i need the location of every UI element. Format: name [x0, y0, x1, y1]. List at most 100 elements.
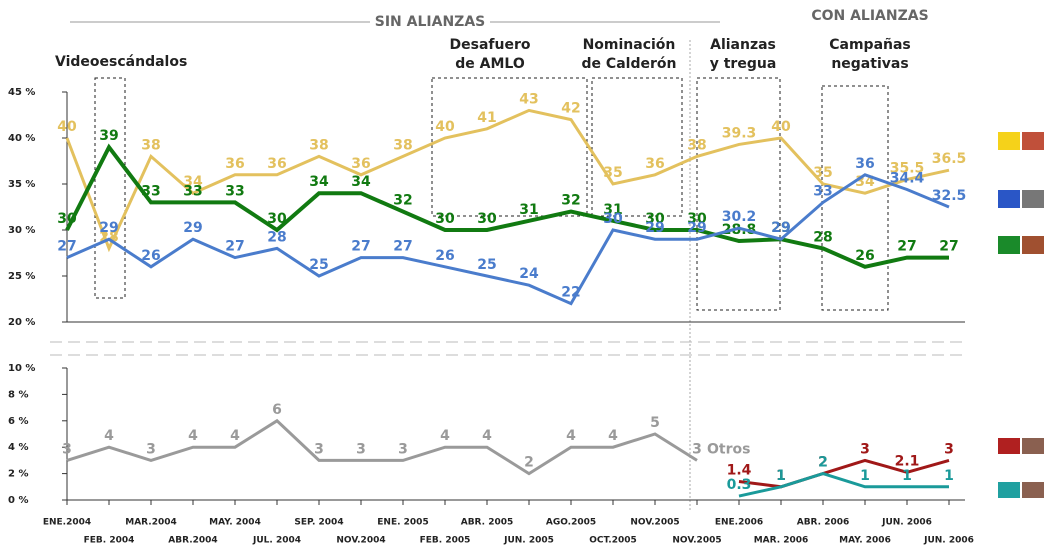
y-tick-label: 6 %: [8, 416, 28, 427]
data-label: 29: [183, 220, 202, 236]
x-tick-label: MAY. 2006: [839, 536, 891, 546]
data-label: 39: [99, 128, 118, 144]
data-label: 33: [225, 183, 244, 199]
data-label: 2: [524, 455, 534, 471]
party-icon: [998, 482, 1020, 498]
data-label: 29: [687, 220, 706, 236]
event-box: [592, 78, 682, 216]
x-tick-label: NOV.2004: [336, 536, 385, 546]
data-label: 3: [356, 441, 366, 457]
annotation: Desafuero: [450, 37, 531, 53]
annotation: Nominación: [583, 37, 676, 53]
data-label: 36: [351, 156, 370, 172]
data-label: 3: [398, 441, 408, 457]
data-label: 3: [860, 441, 870, 457]
header-left: SIN ALIANZAS: [375, 14, 485, 30]
x-tick-label: JUL. 2004: [252, 536, 301, 546]
party-icon: [1022, 438, 1044, 454]
party-icon: [998, 236, 1020, 254]
y-tick-label: 30 %: [8, 225, 35, 236]
data-label: 30: [267, 211, 287, 227]
x-tick-label: JUN. 2006: [923, 536, 974, 546]
data-label: 4: [482, 428, 492, 444]
party-icon: [1022, 236, 1044, 254]
data-label: 36.5: [932, 151, 967, 167]
data-label: 34: [309, 174, 329, 190]
series-line: [67, 421, 697, 474]
data-label: 40: [771, 119, 791, 135]
y-tick-label: 0 %: [8, 495, 28, 506]
data-label: 26: [435, 248, 454, 264]
data-label: 35: [603, 165, 622, 181]
data-label: 27: [57, 239, 76, 255]
y-tick-label: 20 %: [8, 317, 35, 328]
header-right: CON ALIANZAS: [811, 8, 928, 24]
event-box: [95, 78, 125, 298]
data-label: 30.2: [722, 209, 757, 225]
data-label: 32: [393, 193, 412, 209]
data-label: 36: [267, 156, 286, 172]
y-tick-label: 8 %: [8, 389, 28, 400]
data-label: 34: [351, 174, 371, 190]
x-tick-label: SEP. 2004: [294, 518, 343, 528]
y-tick-label: 2 %: [8, 469, 28, 480]
data-label: 31: [519, 202, 538, 218]
x-tick-label: FEB. 2004: [84, 536, 135, 546]
x-tick-label: JUN. 2005: [503, 536, 554, 546]
x-tick-label: ABR.2004: [168, 536, 217, 546]
data-label: 27: [897, 239, 916, 255]
data-label: 33: [813, 183, 832, 199]
y-tick-label: 10 %: [8, 363, 35, 374]
annotation: de Calderón: [582, 56, 677, 72]
chart: SIN ALIANZAS CON ALIANZAS Videoescándalo…: [0, 0, 1055, 555]
x-tick-label: ABR. 2005: [461, 518, 514, 528]
x-tick-label: NOV.2005: [630, 518, 679, 528]
data-label: 33: [141, 183, 160, 199]
data-label: 4: [608, 428, 618, 444]
data-label: 26: [855, 248, 874, 264]
data-label: 27: [351, 239, 370, 255]
data-label: 30: [477, 211, 497, 227]
y-tick-label: 35 %: [8, 179, 35, 190]
data-label: 38: [687, 137, 706, 153]
annotation: Videoescándalos: [55, 54, 187, 70]
data-label: 40: [435, 119, 455, 135]
x-tick-label: ENE. 2005: [377, 518, 428, 528]
annotation: negativas: [831, 56, 908, 72]
y-tick-label: 4 %: [8, 442, 28, 453]
data-label: 5: [650, 415, 660, 431]
x-tick-label: MAR.2004: [125, 518, 177, 528]
party-icon: [998, 132, 1020, 150]
legend-icons: [998, 132, 1044, 498]
data-label: 36: [225, 156, 244, 172]
data-label: 29: [99, 220, 118, 236]
annotation: Campañas: [829, 37, 911, 53]
party-icon: [1022, 482, 1044, 498]
data-label: 3: [692, 441, 702, 457]
data-label: 27: [393, 239, 412, 255]
data-label: 32: [561, 193, 580, 209]
data-label: 1: [944, 468, 954, 484]
data-label: 29: [645, 220, 664, 236]
data-label: 4: [440, 428, 450, 444]
data-label: 1: [860, 468, 870, 484]
data-label: 39.3: [722, 125, 757, 141]
data-label: 34.4: [890, 171, 925, 187]
data-label: 41: [477, 110, 496, 126]
x-tick-label: MAY. 2004: [209, 518, 261, 528]
y-tick-label: 45 %: [8, 87, 35, 98]
party-icon: [998, 438, 1020, 454]
data-label: 28: [267, 229, 286, 245]
series-name: Otros: [707, 441, 750, 457]
data-label: 36: [645, 156, 664, 172]
data-label: 26: [141, 248, 160, 264]
data-label: 1: [776, 468, 786, 484]
data-label: 25: [309, 257, 328, 273]
data-label: 4: [566, 428, 576, 444]
data-label: 4: [230, 428, 240, 444]
data-label: 1: [902, 468, 912, 484]
data-label: 3: [944, 441, 954, 457]
data-label: 2: [818, 455, 828, 471]
data-label: 22: [561, 285, 580, 301]
data-label: 25: [477, 257, 496, 273]
